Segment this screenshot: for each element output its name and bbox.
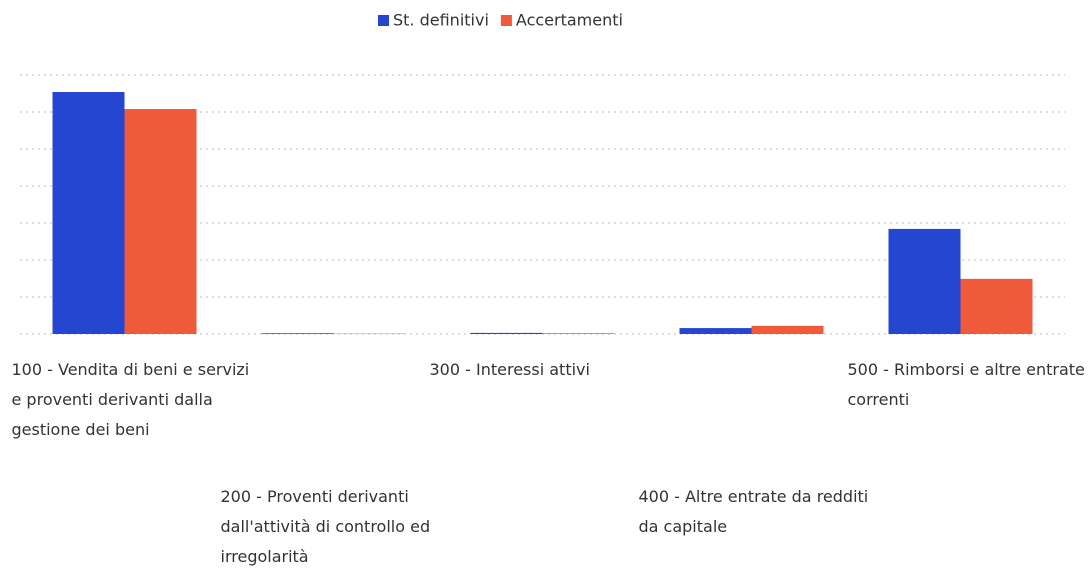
- x-tick-label: 400 - Altre entrate da redditi da capita…: [638, 487, 869, 536]
- x-tick-label: 300 - Interessi attivi: [429, 360, 590, 379]
- legend-swatch: [378, 15, 389, 26]
- bar: [542, 333, 615, 334]
- bar: [52, 92, 125, 335]
- bar: [261, 333, 334, 334]
- x-tick-label: 100 - Vendita di beni e servizi e proven…: [11, 360, 250, 439]
- bar: [751, 325, 824, 334]
- legend-label: St. definitivi: [393, 11, 489, 30]
- x-tick-label: 200 - Proventi derivanti dall'attività d…: [220, 487, 431, 566]
- bar: [124, 109, 197, 334]
- x-tick-label: 500 - Rimborsi e altre entrate correnti: [847, 360, 1085, 409]
- bar: [888, 228, 961, 334]
- legend-label: Accertamenti: [516, 11, 623, 30]
- bar: [679, 328, 752, 334]
- bar: [960, 278, 1033, 334]
- legend-swatch: [500, 15, 512, 26]
- bar: [470, 332, 543, 334]
